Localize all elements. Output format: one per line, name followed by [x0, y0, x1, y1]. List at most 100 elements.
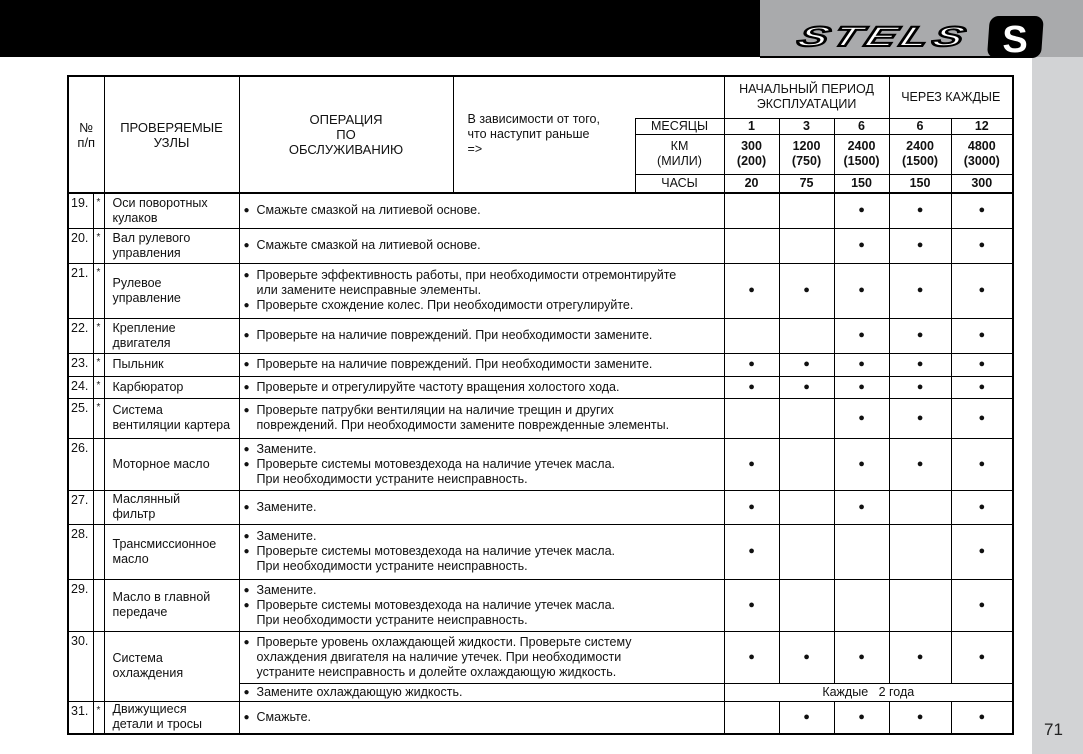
mark-dot-icon: ●: [978, 204, 986, 217]
mark-dot-icon: ●: [858, 239, 865, 251]
row-number: 23.: [67, 352, 94, 377]
mark-dot-icon: ●: [978, 598, 986, 611]
interval-cell: ●: [950, 397, 1014, 439]
row-unit-name: Система вентиляции картера: [103, 397, 240, 439]
operation-item: ● Проверьте на наличие повреждений. При н…: [244, 328, 724, 343]
bullet-icon: ●: [243, 240, 250, 251]
mark-dot-icon: ●: [916, 380, 924, 393]
interval-cell: ●: [950, 523, 1014, 580]
interval-cell: ●: [888, 630, 952, 684]
bullet-icon: ●: [243, 636, 250, 648]
row-operation: ● Проверьте патрубки вентиляции на наличи…: [238, 397, 725, 439]
interval-cell: [778, 227, 835, 264]
operation-text: Проверьте эффективность работы, при необ…: [256, 268, 677, 297]
interval-cell: ●: [833, 630, 890, 684]
row-star: *: [92, 262, 105, 319]
operation-text: Проверьте схождение колес. При необходим…: [256, 298, 634, 312]
interval-cell: ●: [723, 352, 780, 377]
interval-cell: ●: [833, 352, 890, 377]
row-number: 31.: [67, 700, 94, 735]
bullet-icon: ●: [243, 584, 250, 596]
interval-cell: ●: [778, 630, 835, 684]
mark-dot-icon: ●: [803, 710, 810, 723]
interval-cell: ●: [888, 262, 952, 319]
interval-cell: ●: [833, 262, 890, 319]
row-number: 30.: [67, 630, 94, 702]
months-label: МЕСЯЦЫ: [634, 117, 725, 135]
bullet-icon: ●: [243, 599, 250, 611]
bullet-icon: ●: [243, 405, 250, 416]
bullet-icon: ●: [243, 381, 250, 393]
operation-text: Проверьте системы мотовездехода на налич…: [256, 544, 616, 573]
row-unit-name: Оси поворотных кулаков: [103, 192, 240, 229]
bullet-icon: ●: [243, 359, 250, 370]
operation-text: Проверьте и отрегулируйте частоту вращен…: [256, 379, 620, 394]
interval-cell: ●: [950, 192, 1014, 229]
operation-text: Замените.: [256, 441, 317, 456]
row-star: *: [92, 227, 105, 264]
interval-cell: ●: [950, 578, 1014, 632]
hours-value: 150: [833, 173, 890, 194]
interval-cell: ●: [723, 262, 780, 319]
row-star: *: [92, 375, 105, 399]
km-value: 4800 (3000): [950, 133, 1014, 175]
row-unit-name: Карбюратор: [103, 375, 240, 399]
interval-cell: ●: [723, 578, 780, 632]
header-initial-period: НАЧАЛЬНЫЙ ПЕРИОД ЭКСПЛУАТАЦИИ: [723, 75, 890, 119]
row-unit-name: Пыльник: [103, 352, 240, 377]
table-row: 28. Трансмиссионное масло ● Замените. ● Прове…: [67, 523, 1014, 580]
row-number: 20.: [67, 227, 94, 264]
interval-cell: ●: [833, 375, 890, 399]
interval-cell: [778, 523, 835, 580]
operation-item: ● Проверьте на наличие повреждений. При н…: [244, 357, 724, 372]
mark-dot-icon: ●: [978, 500, 986, 513]
interval-cell: ●: [950, 630, 1014, 684]
mark-dot-icon: ●: [978, 650, 986, 663]
mark-dot-icon: ●: [978, 457, 986, 470]
mark-dot-icon: ●: [858, 650, 865, 663]
interval-cell: ●: [888, 317, 952, 354]
mark-dot-icon: ●: [858, 284, 865, 296]
row-operation: ● Замените. ● Проверьте системы мотовездехо…: [238, 523, 725, 580]
mark-dot-icon: ●: [916, 358, 924, 370]
header-condition: В зависимости от того, что наступит рань…: [452, 75, 636, 194]
row-operation: ● Проверьте на наличие повреждений. При н…: [238, 317, 725, 354]
header-blank: [635, 75, 725, 119]
table-row: 25. * Система вентиляции картера ● Проверьте…: [67, 397, 1014, 439]
mark-dot-icon: ●: [978, 545, 986, 557]
operation-item: ● Проверьте уровень охлаждающей жидкости.…: [244, 635, 724, 680]
interval-cell: [778, 437, 835, 491]
bullet-icon: ●: [243, 501, 250, 513]
hours-value: 300: [950, 173, 1014, 194]
operation-item: ● Проверьте и отрегулируйте частоту враще…: [244, 380, 724, 395]
mark-dot-icon: ●: [858, 500, 865, 513]
interval-cell: ●: [888, 437, 952, 491]
row-number: 22.: [67, 317, 94, 354]
mark-dot-icon: ●: [916, 650, 924, 663]
table-row: 30. Система охлаждения ● Проверьте уровень …: [67, 630, 1014, 702]
operation-text: Проверьте уровень охлаждающей жидкости. …: [256, 634, 632, 679]
table-row: 29. Масло в главной передаче ● Замените. ● Пр…: [67, 578, 1014, 632]
interval-cell: ●: [723, 375, 780, 399]
table-row: 20. * Вал рулевого управления ● Смажьте смаз…: [67, 227, 1014, 264]
interval-cell: [778, 192, 835, 229]
row-operation: ● Смажьте смазкой на литиевой основе.: [238, 192, 725, 229]
mark-dot-icon: ●: [916, 204, 924, 217]
mark-dot-icon: ●: [748, 284, 755, 296]
interval-cell: ●: [833, 227, 890, 264]
mark-dot-icon: ●: [748, 380, 755, 393]
mark-dot-icon: ●: [916, 457, 924, 470]
interval-cell: ●: [778, 375, 835, 399]
mark-dot-icon: ●: [748, 650, 755, 663]
row-number: 21.: [67, 262, 94, 319]
hours-value: 75: [778, 173, 835, 194]
interval-cell: ●: [950, 262, 1014, 319]
table-row: 23. * Пыльник ● Проверьте на наличие поврежд…: [67, 352, 1014, 377]
interval-cell: ●: [950, 375, 1014, 399]
mark-dot-icon: ●: [978, 411, 986, 424]
row-operation: ● Проверьте уровень охлаждающей жидкости.…: [238, 630, 725, 684]
operation-text: Замените.: [256, 499, 317, 514]
interval-cell: ●: [950, 700, 1014, 735]
month-value: 6: [888, 117, 952, 135]
mark-dot-icon: ●: [916, 329, 924, 341]
